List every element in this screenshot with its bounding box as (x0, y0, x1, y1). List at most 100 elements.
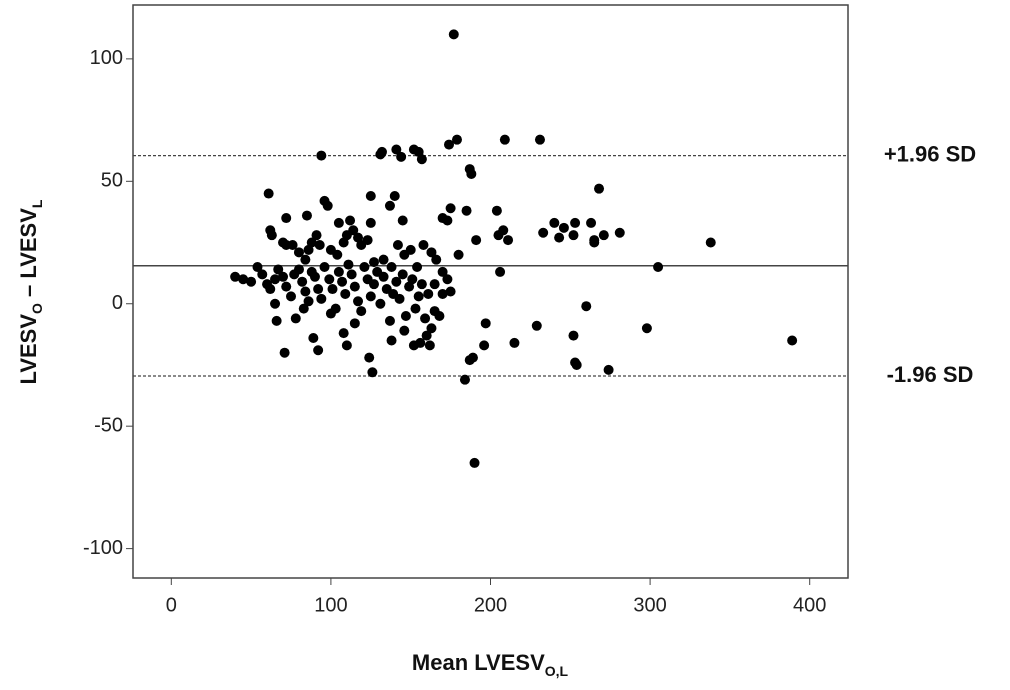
point (479, 340, 490, 351)
point (356, 306, 367, 317)
point (298, 303, 309, 314)
point (230, 271, 241, 282)
point (410, 303, 421, 314)
point (534, 134, 545, 145)
point (444, 139, 455, 150)
point (418, 239, 429, 250)
point (571, 359, 582, 370)
point (461, 205, 472, 216)
point (319, 262, 330, 273)
x-tick-label: 200 (474, 594, 507, 616)
point (391, 144, 402, 155)
point (397, 269, 408, 280)
point (437, 266, 448, 277)
point (333, 217, 344, 228)
point (386, 262, 397, 273)
point (394, 293, 405, 304)
x-tick-label: 400 (793, 594, 826, 616)
point (400, 310, 411, 321)
point (466, 168, 477, 179)
point (538, 227, 549, 238)
point (300, 286, 311, 297)
point (509, 337, 520, 348)
point (353, 296, 364, 307)
point (568, 230, 579, 241)
point (442, 274, 453, 285)
point (376, 146, 387, 157)
point (499, 134, 510, 145)
point (303, 296, 314, 307)
point (316, 293, 327, 304)
point (437, 288, 448, 299)
point (396, 151, 407, 162)
reference-label: +1.96 SD (884, 141, 976, 166)
point (279, 347, 290, 358)
point (437, 213, 448, 224)
point (451, 134, 462, 145)
y-axis-label: LVESVO – LVESVL (16, 199, 45, 384)
point (386, 335, 397, 346)
point (338, 328, 349, 339)
point (365, 217, 376, 228)
point (429, 279, 440, 290)
point (391, 276, 402, 287)
point (266, 230, 277, 241)
point (787, 335, 798, 346)
point (341, 340, 352, 351)
point (453, 249, 464, 260)
point (314, 239, 325, 250)
point (405, 244, 416, 255)
point (598, 230, 609, 241)
point (324, 274, 335, 285)
point (311, 230, 322, 241)
point (554, 232, 565, 243)
y-axis-label-part: L (29, 199, 45, 208)
y-tick-label: 100 (90, 47, 123, 69)
point (333, 266, 344, 277)
point (368, 279, 379, 290)
point (549, 217, 560, 228)
point (531, 320, 542, 331)
point (375, 298, 386, 309)
point (293, 247, 304, 258)
point (286, 291, 297, 302)
point (416, 279, 427, 290)
y-tick-label: 0 (112, 292, 123, 314)
point (325, 308, 336, 319)
x-axis-label-part: Mean LVESV (412, 650, 545, 675)
point (293, 264, 304, 275)
point (568, 330, 579, 341)
point (308, 333, 319, 344)
point (426, 323, 437, 334)
point (343, 259, 354, 270)
point (420, 313, 431, 324)
point (281, 281, 292, 292)
reference-label: -1.96 SD (887, 362, 974, 387)
point (614, 227, 625, 238)
point (368, 257, 379, 268)
point (415, 337, 426, 348)
point (424, 340, 435, 351)
point (290, 313, 301, 324)
point (426, 247, 437, 258)
point (705, 237, 716, 248)
point (389, 191, 400, 201)
point (653, 262, 664, 273)
point (471, 235, 482, 246)
point (287, 239, 298, 250)
x-tick-label: 0 (166, 594, 177, 616)
point (570, 217, 581, 228)
point (469, 457, 480, 468)
point (270, 298, 281, 309)
point (641, 323, 652, 334)
point (397, 215, 408, 226)
point (278, 271, 289, 282)
y-axis-label-part: O (29, 303, 45, 314)
point (332, 249, 343, 260)
plot-frame (132, 4, 849, 579)
point (445, 203, 456, 214)
point (271, 315, 282, 326)
point (349, 318, 360, 329)
point (495, 266, 506, 277)
